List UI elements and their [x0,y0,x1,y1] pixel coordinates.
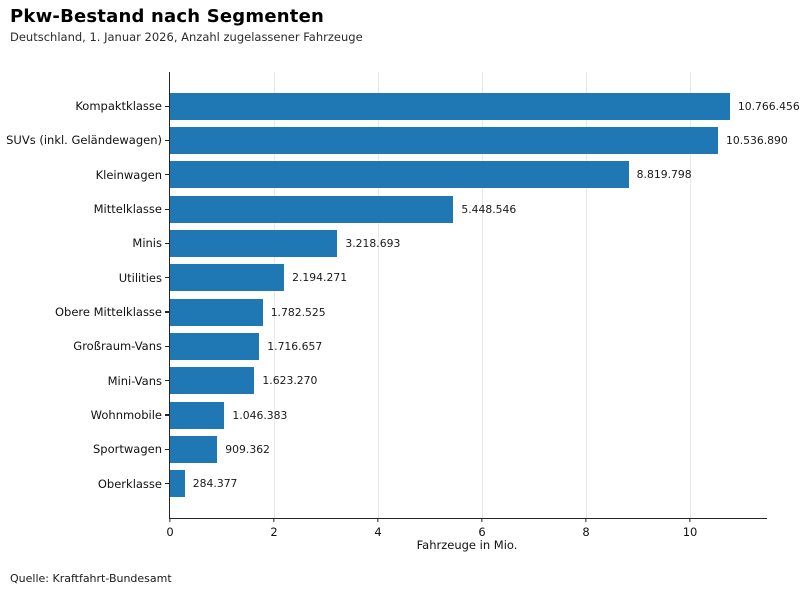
chart-title: Pkw-Bestand nach Segmenten [10,6,324,27]
x-tick-label-2: 2 [270,525,278,539]
x-tick-label-0: 0 [166,525,174,539]
x-tick-mark-10 [689,518,691,522]
y-tick-mark-suvs-inkl-gel-ndewagen [165,139,169,142]
bar-row-gro-raum-vans: 1.716.657 [170,329,767,363]
x-tick-mark-2 [273,518,275,522]
bar-kompaktklasse [170,92,730,120]
bar-row-oberklasse: 284.377 [170,467,767,501]
x-tick-mark-0 [169,518,171,522]
x-tick-label-4: 4 [374,525,382,539]
bar-wohnmobile [170,401,225,429]
x-tick-mark-4 [377,518,379,522]
y-label-wohnmobile: Wohnmobile [90,408,162,423]
y-label-mini-vans: Mini-Vans [107,373,162,388]
y-label-suvs-inkl-gel-ndewagen: SUVs (inkl. Geländewagen) [6,133,162,148]
bar-mittelklasse [170,195,454,223]
bar-gro-raum-vans [170,332,260,360]
bar-value-mittelklasse: 5.448.546 [461,202,517,216]
bar-sportwagen [170,435,218,463]
gridline-10 [690,72,692,518]
y-tick-mark-sportwagen [165,448,169,451]
plot-area: 10.766.456 10.536.890 8.819.798 5.448.546 3.… [166,72,800,539]
chart-subtitle: Deutschland, 1. Januar 2026, Anzahl zuge… [10,30,363,44]
x-tick-label-8: 8 [582,525,590,539]
bar-row-mittelklasse: 5.448.546 [170,192,767,226]
gridline-4 [378,72,379,518]
y-label-kompaktklasse: Kompaktklasse [75,99,162,114]
bar-minis [170,229,338,257]
bar-row-wohnmobile: 1.046.383 [170,398,767,432]
bar-suvs-inkl-gel-ndewagen [170,126,718,154]
y-label-row-obere-mittelklasse: Obere Mittelklasse [0,295,169,329]
bar-row-sportwagen: 909.362 [170,432,767,466]
bar-value-oberklasse: 284.377 [192,477,238,491]
y-axis-category-labels: Kompaktklasse SUVs (inkl. Geländewagen) Kl… [0,72,169,518]
bar-value-wohnmobile: 1.046.383 [232,408,288,422]
y-tick-mark-mittelklasse [165,208,169,210]
source-note: Quelle: Kraftfahrt-Bundesamt [10,572,172,585]
bar-row-kompaktklasse: 10.766.456 [170,89,800,123]
bar-value-gro-raum-vans: 1.716.657 [267,339,323,353]
y-tick-mark-kompaktklasse [165,105,169,107]
bar-utilities [170,264,285,292]
y-label-oberklasse: Oberklasse [97,476,162,491]
x-tick-mark-8 [585,518,587,522]
y-tick-mark-obere-mittelklasse [165,311,169,313]
y-label-utilities: Utilities [118,270,162,285]
bar-series: 10.766.456 10.536.890 8.819.798 5.448.546 3.… [170,72,800,518]
y-label-row-gro-raum-vans: Großraum-Vans [0,329,169,363]
bar-value-suvs-inkl-gel-ndewagen: 10.536.890 [725,133,788,147]
bar-row-suvs-inkl-gel-ndewagen: 10.536.890 [170,123,788,157]
y-label-row-minis: Minis [0,226,169,260]
bar-row-obere-mittelklasse: 1.782.525 [170,295,767,329]
bar-value-mini-vans: 1.623.270 [262,374,318,388]
bar-row-minis: 3.218.693 [170,226,767,260]
x-tick-label-10: 10 [682,525,698,539]
y-tick-mark-kleinwagen [165,174,169,176]
y-tick-mark-oberklasse [165,483,169,485]
y-tick-mark-mini-vans [165,380,169,382]
y-label-row-suvs-inkl-gel-ndewagen: SUVs (inkl. Geländewagen) [0,123,169,157]
y-label-obere-mittelklasse: Obere Mittelklasse [55,305,162,320]
bar-oberklasse [170,470,185,498]
y-label-minis: Minis [132,236,162,251]
bar-row-utilities: 2.194.271 [170,261,767,295]
x-tick-label-6: 6 [478,525,486,539]
y-tick-mark-gro-raum-vans [165,345,169,348]
gridline-2 [274,72,275,518]
y-label-row-mini-vans: Mini-Vans [0,364,169,398]
bar-value-kompaktklasse: 10.766.456 [737,99,800,113]
y-tick-mark-minis [165,242,169,245]
y-tick-mark-wohnmobile [165,414,169,416]
y-label-row-utilities: Utilities [0,261,169,295]
x-axis-title: Fahrzeuge in Mio. [416,538,518,552]
y-label-row-wohnmobile: Wohnmobile [0,398,169,432]
y-label-kleinwagen: Kleinwagen [95,167,162,182]
y-label-row-kompaktklasse: Kompaktklasse [0,89,169,123]
y-label-row-kleinwagen: Kleinwagen [0,158,169,192]
bar-value-kleinwagen: 8.819.798 [636,168,692,182]
gridline-8 [586,72,588,518]
y-label-mittelklasse: Mittelklasse [93,202,162,217]
bar-obere-mittelklasse [170,298,263,326]
y-label-sportwagen: Sportwagen [93,442,162,457]
bar-value-sportwagen: 909.362 [225,442,270,456]
bar-mini-vans [170,367,255,395]
x-tick-mark-6 [481,518,483,522]
bar-value-minis: 3.218.693 [345,236,401,250]
bar-row-mini-vans: 1.623.270 [170,364,767,398]
gridline-6 [482,72,484,518]
bar-kleinwagen [170,161,629,189]
y-label-row-mittelklasse: Mittelklasse [0,192,169,226]
bar-row-kleinwagen: 8.819.798 [170,158,767,192]
y-label-row-oberklasse: Oberklasse [0,467,169,501]
y-label-row-sportwagen: Sportwagen [0,432,169,466]
bar-value-obere-mittelklasse: 1.782.525 [270,305,326,319]
bar-value-utilities: 2.194.271 [292,271,348,285]
y-label-gro-raum-vans: Großraum-Vans [73,339,162,354]
y-tick-mark-utilities [165,277,169,279]
